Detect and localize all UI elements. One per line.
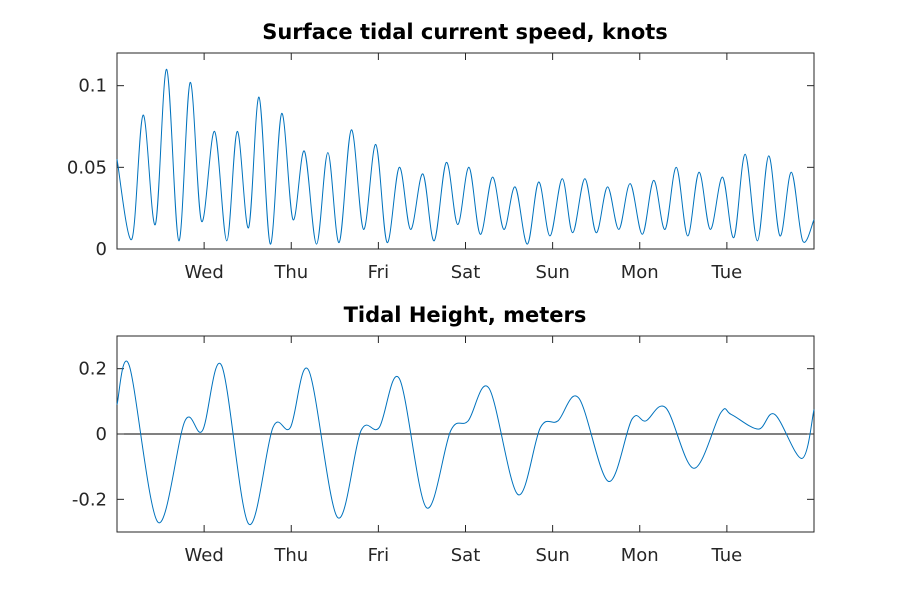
speed-series-line: [116, 68, 815, 245]
height-series-line: [116, 360, 815, 525]
height-y-tick-label: -0.2: [72, 489, 107, 510]
speed-x-tick-label: Tue: [711, 262, 743, 283]
speed-x-tick-label: Thu: [273, 262, 308, 283]
height-x-tick-label: Fri: [368, 545, 389, 566]
speed-ticks: [117, 53, 814, 250]
speed-x-tick-labels: Wed Thu Fri Sat Sun Mon Tue: [185, 262, 743, 283]
speed-y-tick-label: 0.1: [78, 76, 107, 97]
height-chart: Tidal Height, meters -0.2 0 0.2 Wed Thu Fri S…: [72, 303, 815, 566]
speed-y-tick-label: 0: [96, 239, 107, 260]
speed-x-tick-label: Mon: [621, 262, 659, 283]
speed-chart-title: Surface tidal current speed, knots: [262, 20, 668, 44]
speed-axes-box: [116, 52, 815, 250]
speed-x-tick-label: Fri: [368, 262, 389, 283]
speed-y-tick-label: 0.05: [67, 157, 107, 178]
height-x-tick-label: Wed: [185, 545, 224, 566]
height-x-tick-label: Mon: [621, 545, 659, 566]
height-y-tick-label: 0.2: [78, 359, 107, 380]
height-x-tick-label: Thu: [273, 545, 308, 566]
height-y-tick-label: 0: [96, 424, 107, 445]
speed-x-tick-label: Sun: [536, 262, 570, 283]
height-x-tick-label: Tue: [711, 545, 743, 566]
speed-x-tick-label: Sat: [451, 262, 481, 283]
speed-chart: Surface tidal current speed, knots 0 0.05…: [67, 20, 815, 283]
height-x-tick-label: Sun: [536, 545, 570, 566]
speed-x-tick-label: Wed: [185, 262, 224, 283]
height-y-tick-labels: -0.2 0 0.2: [72, 359, 107, 511]
height-ticks: [117, 336, 814, 532]
speed-y-tick-labels: 0 0.05 0.1: [67, 76, 107, 260]
height-x-tick-labels: Wed Thu Fri Sat Sun Mon Tue: [185, 545, 743, 566]
height-x-tick-label: Sat: [451, 545, 481, 566]
height-chart-title: Tidal Height, meters: [344, 303, 587, 327]
